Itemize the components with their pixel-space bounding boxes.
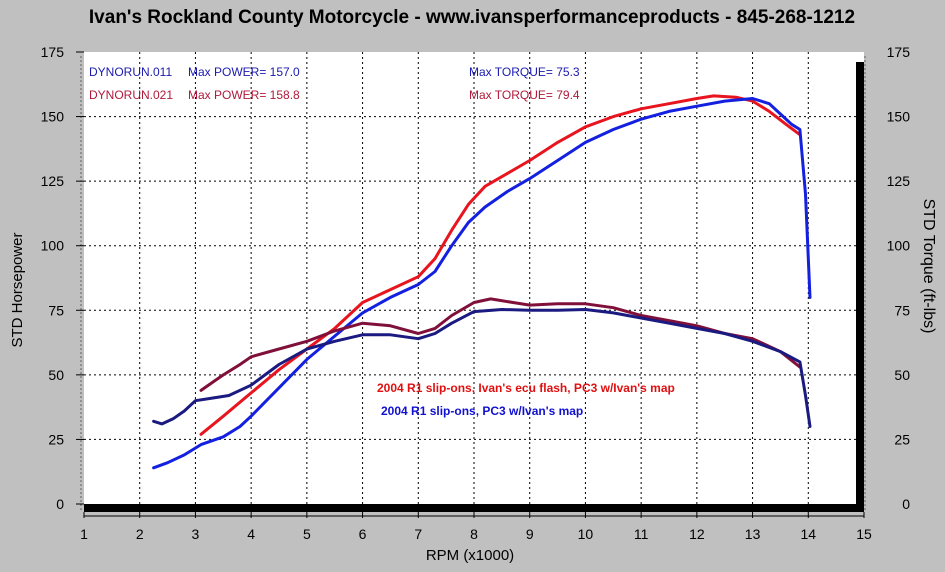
- plot-bottom-shade: [84, 504, 864, 512]
- y-tick-label-right: 50: [894, 367, 910, 383]
- y-tick-label-right: 0: [902, 496, 910, 512]
- x-tick-label: 13: [745, 526, 761, 542]
- x-tick-label: 15: [856, 526, 872, 542]
- series-line-torque: [199, 297, 802, 392]
- x-tick-label: 8: [470, 526, 478, 542]
- x-tick-label: 14: [800, 526, 816, 542]
- y-tick-label-right: 175: [887, 44, 911, 60]
- run-name-label: DYNORUN.021: [89, 88, 173, 102]
- x-tick-label: 9: [526, 526, 534, 542]
- x-axis-label: RPM (x1000): [426, 547, 514, 564]
- chart-title: Ivan's Rockland County Motorcycle - www.…: [89, 7, 855, 28]
- series-line-power: [152, 97, 812, 470]
- y-tick-label-left: 175: [41, 44, 65, 60]
- y-tick-label-left: 75: [48, 302, 64, 318]
- x-tick-label: 6: [359, 526, 367, 542]
- y-axis-label-left: STD Horsepower: [9, 232, 26, 347]
- max-power-label: Max POWER= 158.8: [188, 88, 300, 102]
- plot-right-shade: [856, 62, 864, 504]
- y-tick-label-right: 100: [887, 238, 911, 254]
- x-tick-label: 11: [634, 526, 649, 542]
- x-tick-label: 5: [303, 526, 311, 542]
- x-tick-label: 3: [192, 526, 200, 542]
- y-tick-label-right: 125: [887, 173, 911, 189]
- y-tick-label-right: 150: [887, 109, 911, 125]
- run-name-label: DYNORUN.011: [89, 65, 172, 79]
- y-tick-label-right: 25: [894, 431, 910, 447]
- run-header: DYNORUN.011 Max POWER= 157.0 Max TORQUE=…: [89, 65, 580, 102]
- series: [152, 94, 812, 470]
- y-tick-label-left: 150: [41, 109, 65, 125]
- y-tick-label-left: 50: [48, 367, 64, 383]
- y-tick-label-left: 100: [41, 238, 65, 254]
- max-power-label: Max POWER= 157.0: [188, 65, 300, 79]
- annotation-label: 2004 R1 slip-ons, PC3 w/Ivan's map: [381, 404, 583, 418]
- series-line-power: [199, 94, 802, 436]
- y-axis-label-right: STD Torque (ft-lbs): [920, 199, 937, 334]
- y-tick-label-left: 125: [41, 173, 65, 189]
- x-tick-label: 1: [80, 526, 88, 542]
- y-tick-label-left: 0: [56, 496, 64, 512]
- y-tick-label-left: 25: [48, 431, 64, 447]
- y-tick-label-right: 75: [894, 302, 910, 318]
- x-tick-label: 2: [136, 526, 144, 542]
- x-tick-label: 7: [414, 526, 422, 542]
- x-tick-label: 12: [689, 526, 705, 542]
- series-line-torque: [152, 308, 812, 428]
- max-torque-label: Max TORQUE= 79.4: [469, 88, 580, 102]
- max-torque-label: Max TORQUE= 75.3: [469, 65, 580, 79]
- annotation-label: 2004 R1 slip-ons, Ivan's ecu flash, PC3 …: [377, 381, 675, 395]
- x-tick-label: 4: [247, 526, 255, 542]
- x-tick-label: 10: [578, 526, 594, 542]
